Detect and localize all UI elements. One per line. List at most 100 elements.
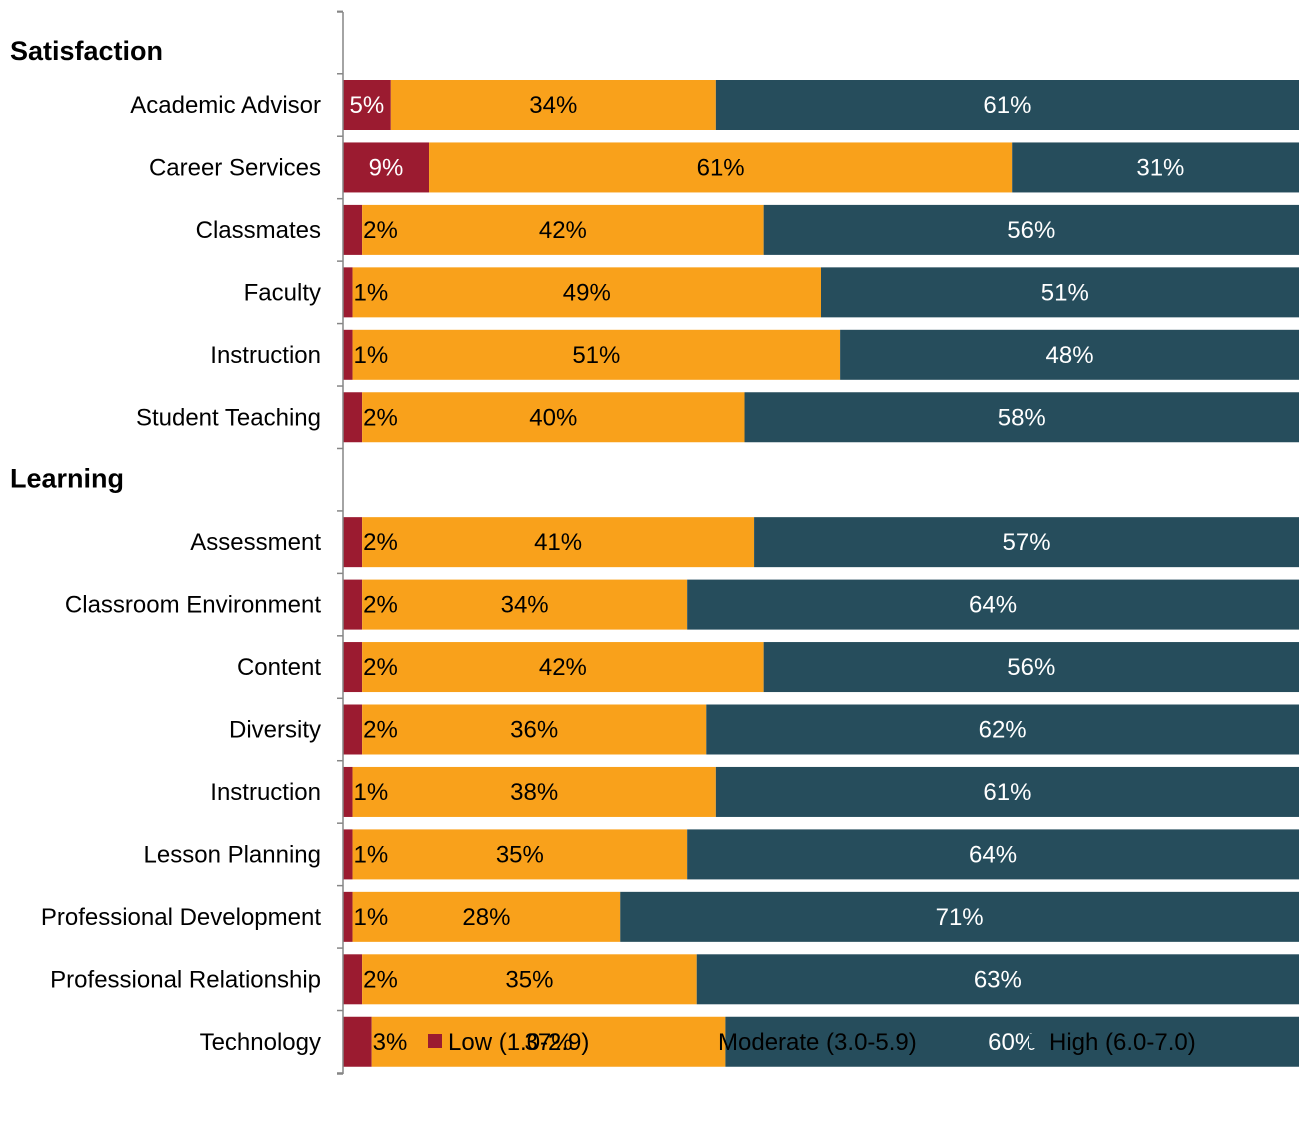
data-label-moderate: 34%	[529, 92, 577, 119]
data-label-low: 1%	[354, 279, 389, 306]
category-label: Content	[237, 654, 321, 681]
data-label-high: 57%	[1003, 529, 1051, 556]
data-label-high: 60%	[988, 1029, 1036, 1056]
bar-segment-low	[343, 891, 353, 942]
data-label-low: 2%	[363, 217, 398, 244]
bar-segment-moderate	[352, 891, 621, 942]
bar-segment-moderate	[352, 766, 716, 817]
data-label-low: 5%	[350, 92, 385, 119]
data-label-low: 2%	[363, 966, 398, 993]
bar-segment-low	[343, 642, 363, 693]
bar-segment-low	[343, 142, 430, 193]
bar-segment-high	[763, 642, 1299, 693]
legend-swatch-high	[1029, 1034, 1043, 1048]
bar-segment-low	[343, 517, 363, 568]
data-label-low: 2%	[363, 404, 398, 431]
axis-layer	[337, 10, 344, 1075]
category-label: Assessment	[190, 529, 321, 556]
bar-segment-low	[343, 954, 363, 1005]
bar-segment-low	[343, 204, 363, 255]
bar-segment-high	[763, 204, 1299, 255]
data-label-low: 9%	[369, 154, 404, 181]
bar-segment-high	[821, 267, 1299, 318]
bar-segment-low	[343, 329, 353, 380]
data-label-high: 62%	[979, 717, 1027, 744]
data-label-moderate: 28%	[462, 904, 510, 931]
category-label: Diversity	[229, 717, 321, 744]
category-label: Professional Relationship	[50, 966, 321, 993]
data-label-low: 2%	[363, 592, 398, 619]
data-label-low: 1%	[354, 342, 389, 369]
category-label: Classmates	[196, 217, 321, 244]
data-label-high: 71%	[936, 904, 984, 931]
data-label-high: 48%	[1046, 342, 1094, 369]
bar-segment-high	[754, 517, 1299, 568]
bar-segment-low	[343, 1016, 372, 1067]
category-label: Faculty	[244, 279, 321, 306]
category-label: Academic Advisor	[130, 92, 321, 119]
bar-segment-moderate	[429, 142, 1013, 193]
data-label-low: 2%	[363, 717, 398, 744]
group-heading: Satisfaction	[10, 36, 163, 66]
category-label: Instruction	[210, 779, 321, 806]
bar-segment-moderate	[352, 829, 688, 880]
bar-segment-moderate	[362, 579, 688, 630]
category-label: Instruction	[210, 342, 321, 369]
bar-segment-moderate	[362, 642, 764, 693]
bar-segment-moderate	[362, 954, 697, 1005]
bar-segment-high	[687, 579, 1299, 630]
data-label-high: 56%	[1007, 654, 1055, 681]
legend-label-low: Low (1.0-2.9)	[448, 1029, 589, 1056]
bar-segment-high	[1012, 142, 1299, 193]
bar-segment-moderate	[390, 80, 716, 130]
bar-segment-low	[343, 766, 353, 817]
labels-layer: Satisfaction Learning Academic Advisor 5% 34…	[10, 36, 1184, 1056]
data-label-low: 1%	[354, 841, 389, 868]
bar-segment-low	[343, 267, 353, 318]
category-label: Professional Development	[41, 904, 321, 931]
data-label-moderate: 38%	[510, 779, 558, 806]
data-label-moderate: 41%	[534, 529, 582, 556]
bar-segment-high	[706, 704, 1299, 755]
bar-segment-low	[343, 80, 391, 130]
data-label-high: 51%	[1041, 279, 1089, 306]
legend-label-high: High (6.0-7.0)	[1049, 1029, 1196, 1056]
bars-layer	[343, 80, 1299, 1067]
data-label-high: 31%	[1136, 154, 1184, 181]
data-label-high: 64%	[969, 592, 1017, 619]
legend: Low (1.0-2.9) Moderate (3.0-5.9) High (6.0…	[428, 1029, 1196, 1056]
data-label-moderate: 61%	[697, 154, 745, 181]
category-label: Student Teaching	[136, 404, 321, 431]
data-label-moderate: 35%	[505, 966, 553, 993]
data-label-moderate: 42%	[539, 217, 587, 244]
bar-segment-high	[620, 891, 1299, 942]
bar-segment-low	[343, 704, 363, 755]
bar-segment-moderate	[352, 329, 841, 380]
bar-segment-moderate	[362, 392, 745, 443]
data-label-moderate: 51%	[572, 342, 620, 369]
category-label: Classroom Environment	[65, 592, 321, 619]
bar-segment-moderate	[362, 517, 755, 568]
data-label-high: 61%	[983, 92, 1031, 119]
bar-segment-high	[725, 1016, 1299, 1067]
category-label: Technology	[200, 1029, 321, 1056]
data-label-low: 2%	[363, 654, 398, 681]
bar-segment-moderate	[352, 267, 821, 318]
data-label-moderate: 34%	[501, 592, 549, 619]
data-label-moderate: 36%	[510, 717, 558, 744]
data-label-moderate: 40%	[529, 404, 577, 431]
bar-segment-moderate	[362, 204, 764, 255]
group-heading: Learning	[10, 464, 124, 494]
data-label-moderate: 42%	[539, 654, 587, 681]
data-label-low: 1%	[354, 779, 389, 806]
data-label-high: 56%	[1007, 217, 1055, 244]
category-label: Career Services	[149, 154, 321, 181]
data-label-moderate: 35%	[496, 841, 544, 868]
data-label-low: 1%	[354, 904, 389, 931]
bar-segment-high	[687, 829, 1299, 880]
data-label-high: 61%	[983, 779, 1031, 806]
data-label-low: 2%	[363, 529, 398, 556]
data-label-moderate: 37%	[525, 1029, 573, 1056]
data-label-high: 63%	[974, 966, 1022, 993]
